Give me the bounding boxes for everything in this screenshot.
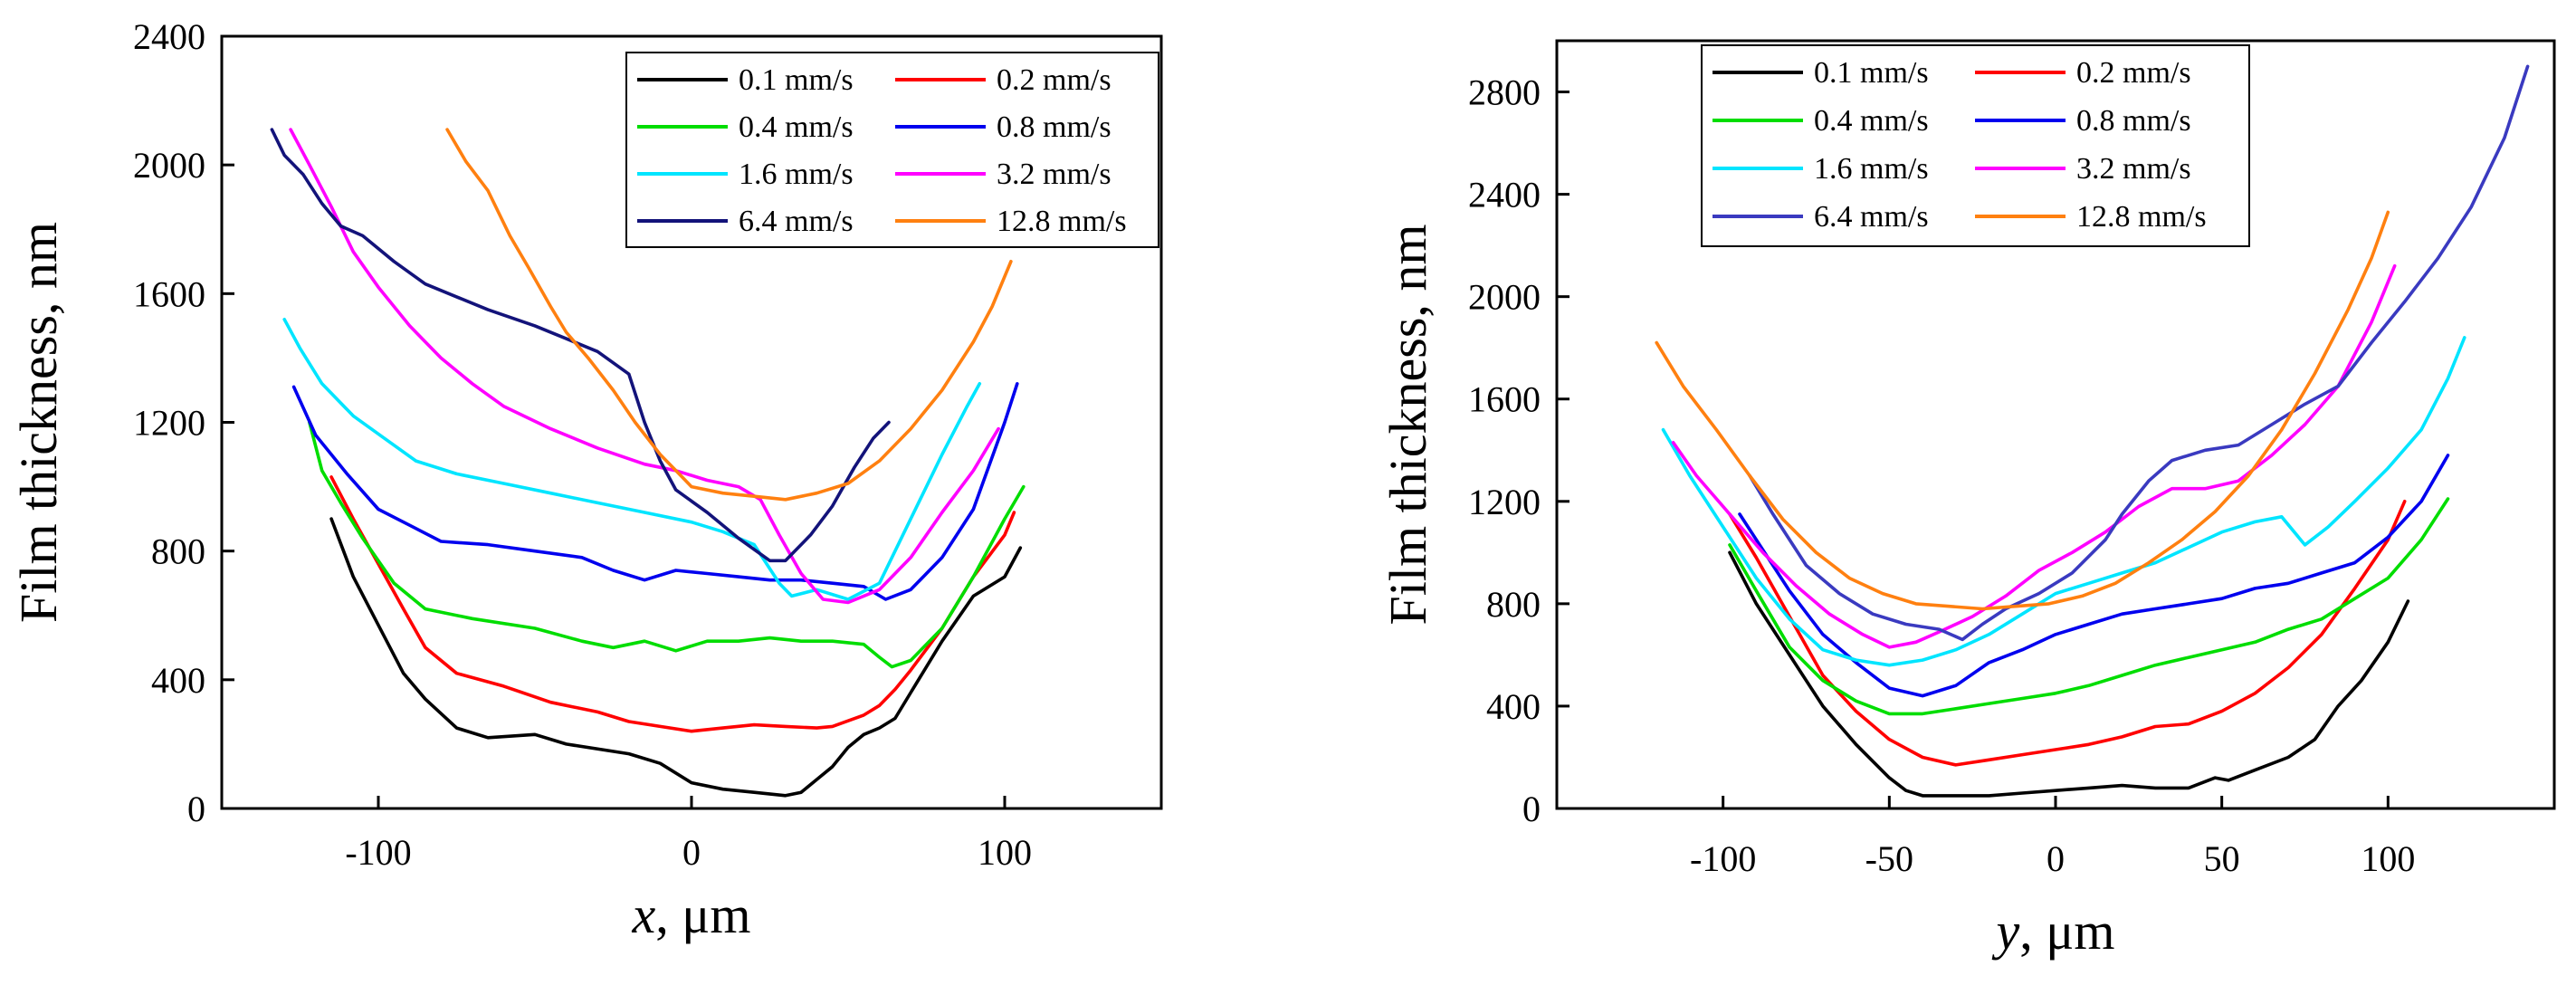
- legend-label: 0.4 mm/s: [739, 110, 854, 144]
- legend-label: 1.6 mm/s: [739, 158, 854, 191]
- y-tick-label: 0: [1522, 789, 1541, 829]
- series-line-1-6-mm-s: [1661, 336, 2466, 667]
- legend-label: 0.2 mm/s: [997, 63, 1111, 97]
- y-tick-label: 2400: [133, 16, 205, 57]
- x-axis-variable: x: [632, 885, 656, 944]
- y-tick-label: 1200: [133, 403, 205, 444]
- y-tick-label: 1600: [133, 273, 205, 314]
- legend-label: 12.8 mm/s: [2076, 200, 2207, 234]
- legend-label: 6.4 mm/s: [739, 205, 854, 238]
- series-line-0-2-mm-s: [329, 475, 1016, 733]
- series-line-6-4-mm-s: [270, 128, 891, 563]
- x-tick-label: 0: [682, 832, 701, 873]
- y-tick-label: 2000: [133, 145, 205, 186]
- series-line-0-1-mm-s: [1728, 550, 2410, 798]
- legend-label: 0.1 mm/s: [1814, 56, 1929, 90]
- x-tick-label: -50: [1865, 838, 1913, 879]
- y-tick-label: 0: [187, 789, 205, 829]
- x-tick-label: -100: [1690, 838, 1756, 879]
- x-tick-label: 100: [978, 832, 1032, 873]
- series-line-0-2-mm-s: [1728, 500, 2407, 767]
- y-axis-label: Film thickness, nm: [9, 222, 68, 623]
- legend-label: 6.4 mm/s: [1814, 200, 1929, 234]
- legend-label: 0.4 mm/s: [1814, 104, 1929, 138]
- series-line-12-8-mm-s: [1655, 210, 2390, 611]
- x-axis-variable: y: [1992, 902, 2020, 961]
- chart-left: 0 400 800 1200 1600 2000 2400 -100 0 100 Film thic…: [9, 16, 1163, 944]
- legend-label: 0.8 mm/s: [2076, 104, 2191, 138]
- series-line-0-8-mm-s: [1738, 454, 2450, 698]
- chart-right: 0 400 800 1200 1600 2000 2400 2800 -100 -50 0 50 100…: [1379, 39, 2556, 961]
- series-line-6-4-mm-s: [1748, 64, 2530, 642]
- y-tick-label: 2000: [1468, 277, 1541, 318]
- y-tick-label: 1600: [1468, 379, 1541, 420]
- x-axis-unit: , μm: [2019, 902, 2114, 961]
- series-line-0-8-mm-s: [291, 382, 1019, 601]
- legend-label: 12.8 mm/s: [997, 205, 1127, 238]
- legend-label: 0.2 mm/s: [2076, 56, 2191, 90]
- x-axis-label: x, μm: [632, 885, 751, 944]
- y-tick-label: 2800: [1468, 72, 1541, 113]
- y-axis-label: Film thickness, nm: [1379, 224, 1437, 625]
- legend-label: 1.6 mm/s: [1814, 152, 1929, 186]
- y-tick-label: 2400: [1468, 175, 1541, 215]
- y-tick-label: 400: [151, 660, 205, 701]
- legend-label: 0.8 mm/s: [997, 110, 1111, 144]
- x-tick-label: -100: [345, 832, 411, 873]
- series-line-3-2-mm-s: [1671, 263, 2397, 649]
- y-tick-label: 400: [1486, 686, 1541, 727]
- x-tick-label: 50: [2204, 838, 2240, 879]
- series-line-1-6-mm-s: [282, 318, 982, 601]
- x-tick-label: 100: [2361, 838, 2415, 879]
- series-line-0-1-mm-s: [329, 517, 1023, 798]
- x-axis-label: y, μm: [1992, 902, 2115, 961]
- series-line-12-8-mm-s: [445, 128, 1013, 502]
- legend-label: 0.1 mm/s: [739, 63, 854, 97]
- y-tick-label: 800: [1486, 584, 1541, 625]
- legend-box: [625, 52, 1159, 248]
- x-axis-unit: , μm: [655, 885, 750, 944]
- legend-label: 3.2 mm/s: [2076, 152, 2191, 186]
- series-line-0-4-mm-s: [308, 420, 1026, 669]
- series-line-0-4-mm-s: [1728, 497, 2450, 716]
- y-tick-label: 800: [151, 531, 205, 572]
- x-tick-label: 0: [2046, 838, 2065, 879]
- legend-box: [1701, 44, 2250, 247]
- y-tick-label: 1200: [1468, 482, 1541, 522]
- legend-label: 3.2 mm/s: [997, 158, 1111, 191]
